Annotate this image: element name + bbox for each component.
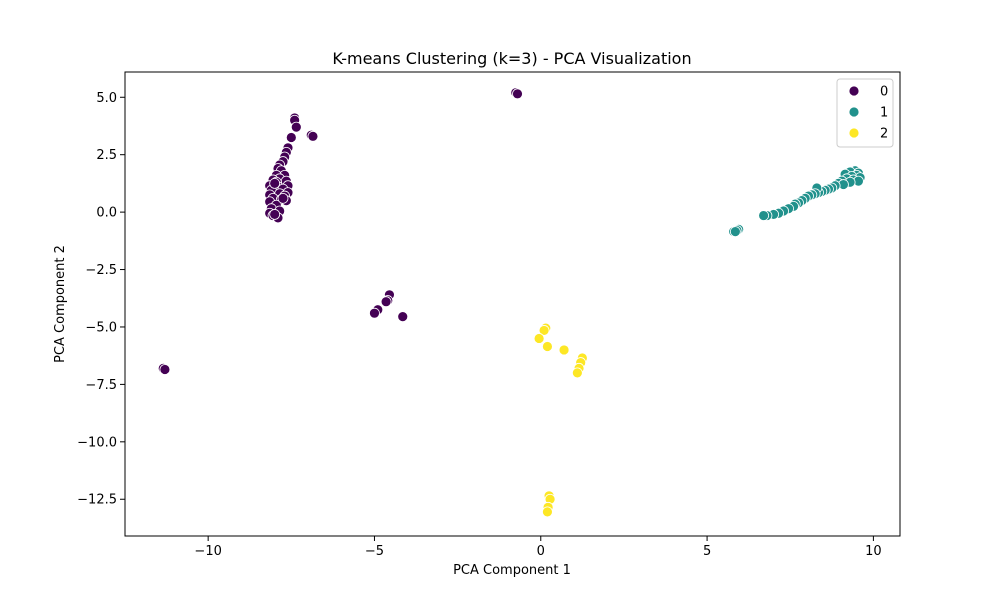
data-point: [538, 325, 550, 336]
y-tick-label: −12.5: [77, 493, 117, 508]
data-point: [269, 209, 281, 220]
data-point: [729, 226, 741, 238]
legend-label-1: 1: [880, 106, 888, 121]
legend-marker-2: [848, 127, 860, 139]
y-tick-label: −5.0: [85, 320, 117, 335]
data-point: [758, 210, 770, 221]
plot-frame: [124, 71, 901, 537]
data-point: [277, 192, 289, 204]
y-tick-label: −10.0: [77, 435, 117, 450]
chart-title: K-means Clustering (k=3) - PCA Visualiza…: [332, 49, 691, 68]
x-tick-label: 10: [865, 544, 882, 559]
y-tick-label: −2.5: [85, 263, 117, 278]
y-tick-label: −7.5: [85, 378, 117, 393]
points-layer: [157, 87, 866, 518]
data-point: [542, 506, 553, 518]
legend-label-0: 0: [880, 85, 888, 100]
y-tick-label: 5.0: [96, 91, 117, 106]
legend-label-2: 2: [880, 127, 888, 142]
x-axis-label: PCA Component 1: [453, 563, 571, 578]
data-point: [512, 88, 523, 100]
series-2: [533, 322, 588, 518]
y-tick-label: 2.5: [96, 148, 117, 163]
legend: 0 1 2: [836, 78, 894, 148]
data-point: [269, 178, 281, 189]
legend-marker-1: [848, 106, 860, 118]
x-tick-label: 0: [537, 544, 545, 559]
y-tick-label: 0.0: [96, 206, 117, 221]
data-point: [285, 132, 297, 143]
x-tick-label: −10: [194, 544, 221, 559]
legend-marker-0: [848, 85, 860, 97]
data-point: [542, 341, 553, 352]
data-point: [558, 344, 570, 356]
data-point: [290, 121, 302, 133]
data-point: [307, 130, 319, 142]
data-point: [397, 311, 409, 323]
data-point: [533, 333, 545, 344]
data-point: [380, 296, 392, 308]
y-axis-label: PCA Component 2: [53, 245, 68, 363]
series-1: [728, 165, 866, 238]
series-0: [157, 87, 523, 375]
data-point: [159, 364, 171, 375]
x-tick-label: 5: [703, 544, 711, 559]
y-axis: 5.0 2.5 0.0 −2.5 −5.0 −7.5 −10.0 −12.5: [77, 91, 125, 508]
x-tick-label: −5: [365, 544, 384, 559]
x-axis: −10 −5 0 5 10: [194, 536, 882, 559]
data-point: [571, 367, 583, 379]
data-point: [369, 307, 380, 319]
